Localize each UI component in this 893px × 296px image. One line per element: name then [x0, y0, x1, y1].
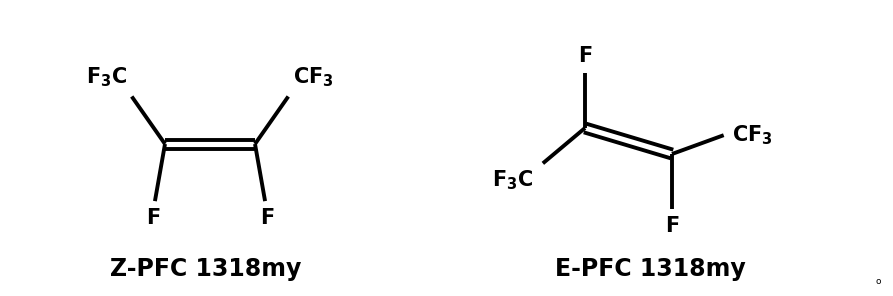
Text: $\mathregular{F_3C}$: $\mathregular{F_3C}$ [86, 66, 127, 89]
Text: o: o [875, 277, 880, 286]
Text: F: F [665, 216, 679, 236]
Text: $\mathregular{CF_3}$: $\mathregular{CF_3}$ [293, 66, 334, 89]
Text: F: F [578, 46, 592, 66]
Text: F: F [260, 208, 274, 228]
Text: E-PFC 1318my: E-PFC 1318my [555, 257, 746, 281]
Text: F: F [146, 208, 160, 228]
Text: $\mathregular{F_3C}$: $\mathregular{F_3C}$ [492, 168, 533, 192]
Text: $\mathregular{CF_3}$: $\mathregular{CF_3}$ [731, 123, 772, 147]
Text: Z-PFC 1318my: Z-PFC 1318my [110, 257, 301, 281]
